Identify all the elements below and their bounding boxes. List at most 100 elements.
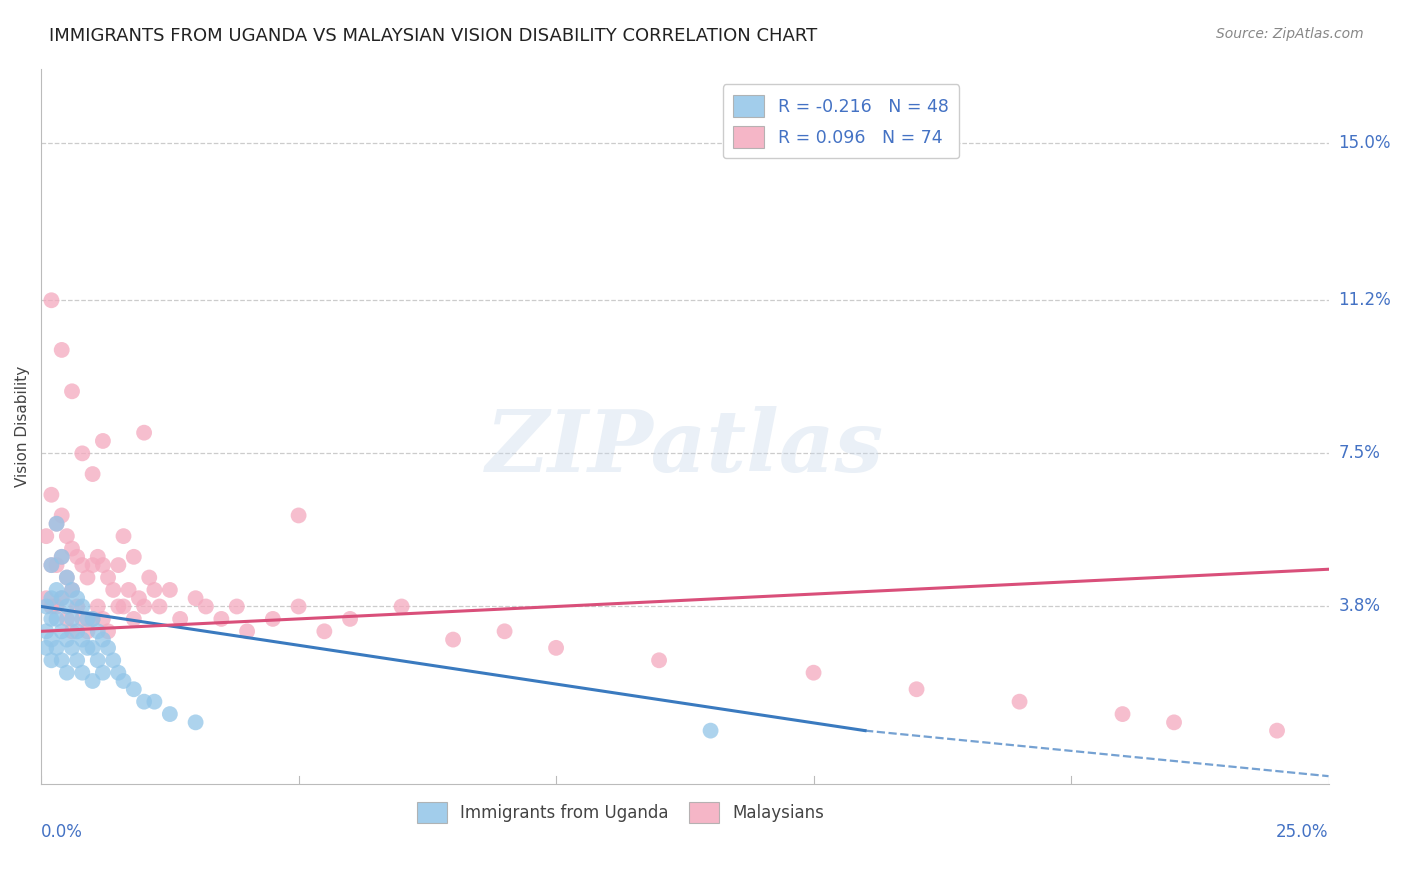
Point (41, 653, 63, 667)
Point (41, 591, 63, 606)
Point (1008, 695, 1031, 709)
Point (41, 558, 63, 573)
Point (82, 612, 104, 626)
Point (287, 599, 309, 614)
Point (72, 632, 94, 647)
Point (72, 446, 94, 460)
Point (648, 653, 671, 667)
Point (122, 682, 145, 697)
Text: 7.5%: 7.5% (1339, 444, 1381, 462)
Point (35, 591, 58, 606)
Point (41, 488, 63, 502)
Point (51, 624, 73, 639)
Point (97, 624, 120, 639)
Point (699, 723, 721, 738)
Point (35, 529, 58, 543)
Point (66, 549, 89, 564)
Point (72, 558, 94, 573)
Point (87, 549, 110, 564)
Point (41, 599, 63, 614)
Point (184, 715, 207, 730)
Text: IMMIGRANTS FROM UGANDA VS MALAYSIAN VISION DISABILITY CORRELATION CHART: IMMIGRANTS FROM UGANDA VS MALAYSIAN VISI… (49, 27, 817, 45)
Point (76, 624, 98, 639)
Point (339, 612, 361, 626)
Point (225, 599, 247, 614)
Point (35, 624, 58, 639)
Point (76, 640, 98, 655)
Point (132, 425, 155, 440)
Point (1163, 715, 1185, 730)
Point (82, 558, 104, 573)
Point (1111, 707, 1133, 722)
Text: 25.0%: 25.0% (1277, 823, 1329, 841)
Point (118, 582, 141, 597)
Text: 0.0%: 0.0% (41, 823, 83, 841)
Point (45, 516, 67, 531)
Point (132, 695, 155, 709)
Point (45, 516, 67, 531)
Point (112, 599, 135, 614)
Point (56, 599, 79, 614)
Point (56, 612, 79, 626)
Point (41, 612, 63, 626)
Point (41, 632, 63, 647)
Point (91, 665, 114, 680)
Point (41, 558, 63, 573)
Point (122, 612, 145, 626)
Point (82, 640, 104, 655)
Point (91, 434, 114, 448)
Point (45, 612, 67, 626)
Point (76, 612, 98, 626)
Point (441, 632, 464, 647)
Point (132, 599, 155, 614)
Point (82, 612, 104, 626)
Point (60, 624, 83, 639)
Point (262, 612, 284, 626)
Point (184, 591, 207, 606)
Point (60, 612, 83, 626)
Text: 15.0%: 15.0% (1339, 134, 1391, 152)
Point (51, 549, 73, 564)
Point (91, 632, 114, 647)
Point (56, 529, 79, 543)
Point (45, 582, 67, 597)
Point (56, 570, 79, 584)
Point (66, 653, 89, 667)
Text: 11.2%: 11.2% (1339, 292, 1391, 310)
Y-axis label: Vision Disability: Vision Disability (15, 366, 30, 487)
Point (72, 599, 94, 614)
Point (107, 665, 129, 680)
Point (112, 673, 135, 688)
Point (287, 508, 309, 523)
Point (35, 599, 58, 614)
Point (87, 599, 110, 614)
Point (51, 591, 73, 606)
Point (60, 541, 83, 556)
Point (1265, 723, 1288, 738)
Point (236, 624, 259, 639)
Legend: Immigrants from Uganda, Malaysians: Immigrants from Uganda, Malaysians (411, 795, 831, 830)
Point (159, 707, 181, 722)
Point (87, 653, 110, 667)
Point (209, 612, 232, 626)
Point (56, 570, 79, 584)
Point (76, 570, 98, 584)
Point (314, 624, 336, 639)
Point (82, 673, 104, 688)
Point (391, 599, 413, 614)
Point (91, 558, 114, 573)
Point (91, 612, 114, 626)
Point (128, 591, 150, 606)
Point (72, 665, 94, 680)
Point (60, 582, 83, 597)
Point (103, 582, 125, 597)
Text: ZIPatlas: ZIPatlas (485, 406, 884, 490)
Point (107, 599, 129, 614)
Point (45, 640, 67, 655)
Point (494, 624, 516, 639)
Point (159, 582, 181, 597)
Point (112, 529, 135, 543)
Point (87, 624, 110, 639)
Point (66, 624, 89, 639)
Point (60, 582, 83, 597)
